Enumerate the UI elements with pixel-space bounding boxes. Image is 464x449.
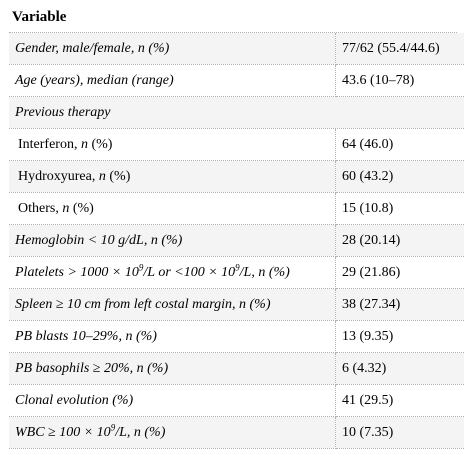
table-row-hemoglobin: Hemoglobin < 10 g/dL, n (%) 28 (20.14): [9, 225, 464, 257]
table-header-variable: Variable: [9, 2, 457, 33]
label-text: Hydroxyurea,: [18, 169, 99, 184]
characteristics-table: Variable Gender, male/female, n (%) 77/6…: [9, 2, 457, 449]
row-value: 15 (10.8): [336, 193, 464, 225]
label-part-a: WBC ≥ 100 × 10: [15, 425, 111, 440]
label-n: n: [81, 137, 88, 152]
table-row-previous-therapy: Previous therapy: [9, 97, 464, 129]
row-label: Platelets > 1000 × 109/L or <100 × 109/L…: [9, 257, 336, 289]
row-label: Previous therapy: [9, 97, 464, 129]
table-row-pb-blasts: PB blasts 10–29%, n (%) 13 (9.35): [9, 321, 464, 353]
row-value: 43.6 (10–78): [336, 65, 464, 97]
row-label: Spleen ≥ 10 cm from left costal margin, …: [9, 289, 336, 321]
label-n: n: [99, 169, 106, 184]
row-value: 28 (20.14): [336, 225, 464, 257]
table-row-pb-basophils: PB basophils ≥ 20%, n (%) 6 (4.32): [9, 353, 464, 385]
row-label: Gender, male/female, n (%): [9, 33, 336, 65]
row-label: Clonal evolution (%): [9, 385, 336, 417]
table-row-hydroxyurea: Hydroxyurea, n (%) 60 (43.2): [9, 161, 464, 193]
label-part-c: /L, n (%): [240, 265, 290, 280]
table-row-interferon: Interferon, n (%) 64 (46.0): [9, 129, 464, 161]
row-label: WBC ≥ 100 × 109/L, n (%): [9, 417, 336, 449]
row-value: 41 (29.5): [336, 385, 464, 417]
table-row-gender: Gender, male/female, n (%) 77/62 (55.4/4…: [9, 33, 464, 65]
row-label: Age (years), median (range): [9, 65, 336, 97]
label-text: Interferon,: [18, 137, 81, 152]
label-pct: (%): [69, 201, 94, 216]
table-row-platelets: Platelets > 1000 × 109/L or <100 × 109/L…: [9, 257, 464, 289]
table-row-wbc: WBC ≥ 100 × 109/L, n (%) 10 (7.35): [9, 417, 464, 449]
table-row-clonal-evolution: Clonal evolution (%) 41 (29.5): [9, 385, 464, 417]
row-label: Others, n (%): [9, 193, 336, 225]
label-pct: (%): [106, 169, 131, 184]
label-text: Others,: [18, 201, 62, 216]
row-value: 64 (46.0): [336, 129, 464, 161]
label-part-a: Platelets > 1000 × 10: [15, 265, 139, 280]
row-value: 60 (43.2): [336, 161, 464, 193]
row-label: PB basophils ≥ 20%, n (%): [9, 353, 336, 385]
table-row-spleen: Spleen ≥ 10 cm from left costal margin, …: [9, 289, 464, 321]
table-row-age: Age (years), median (range) 43.6 (10–78): [9, 65, 464, 97]
row-label: Hydroxyurea, n (%): [9, 161, 336, 193]
label-pct: (%): [88, 137, 113, 152]
label-part-b: /L, n (%): [115, 425, 165, 440]
row-value: 38 (27.34): [336, 289, 464, 321]
row-value: 29 (21.86): [336, 257, 464, 289]
row-label: Hemoglobin < 10 g/dL, n (%): [9, 225, 336, 257]
row-value: 77/62 (55.4/44.6): [336, 33, 464, 65]
row-label: PB blasts 10–29%, n (%): [9, 321, 336, 353]
row-label: Interferon, n (%): [9, 129, 336, 161]
row-value: 6 (4.32): [336, 353, 464, 385]
row-value: 10 (7.35): [336, 417, 464, 449]
variables-table: Gender, male/female, n (%) 77/62 (55.4/4…: [9, 33, 464, 449]
row-value: 13 (9.35): [336, 321, 464, 353]
label-part-b: /L or <100 × 10: [143, 265, 235, 280]
table-row-others: Others, n (%) 15 (10.8): [9, 193, 464, 225]
